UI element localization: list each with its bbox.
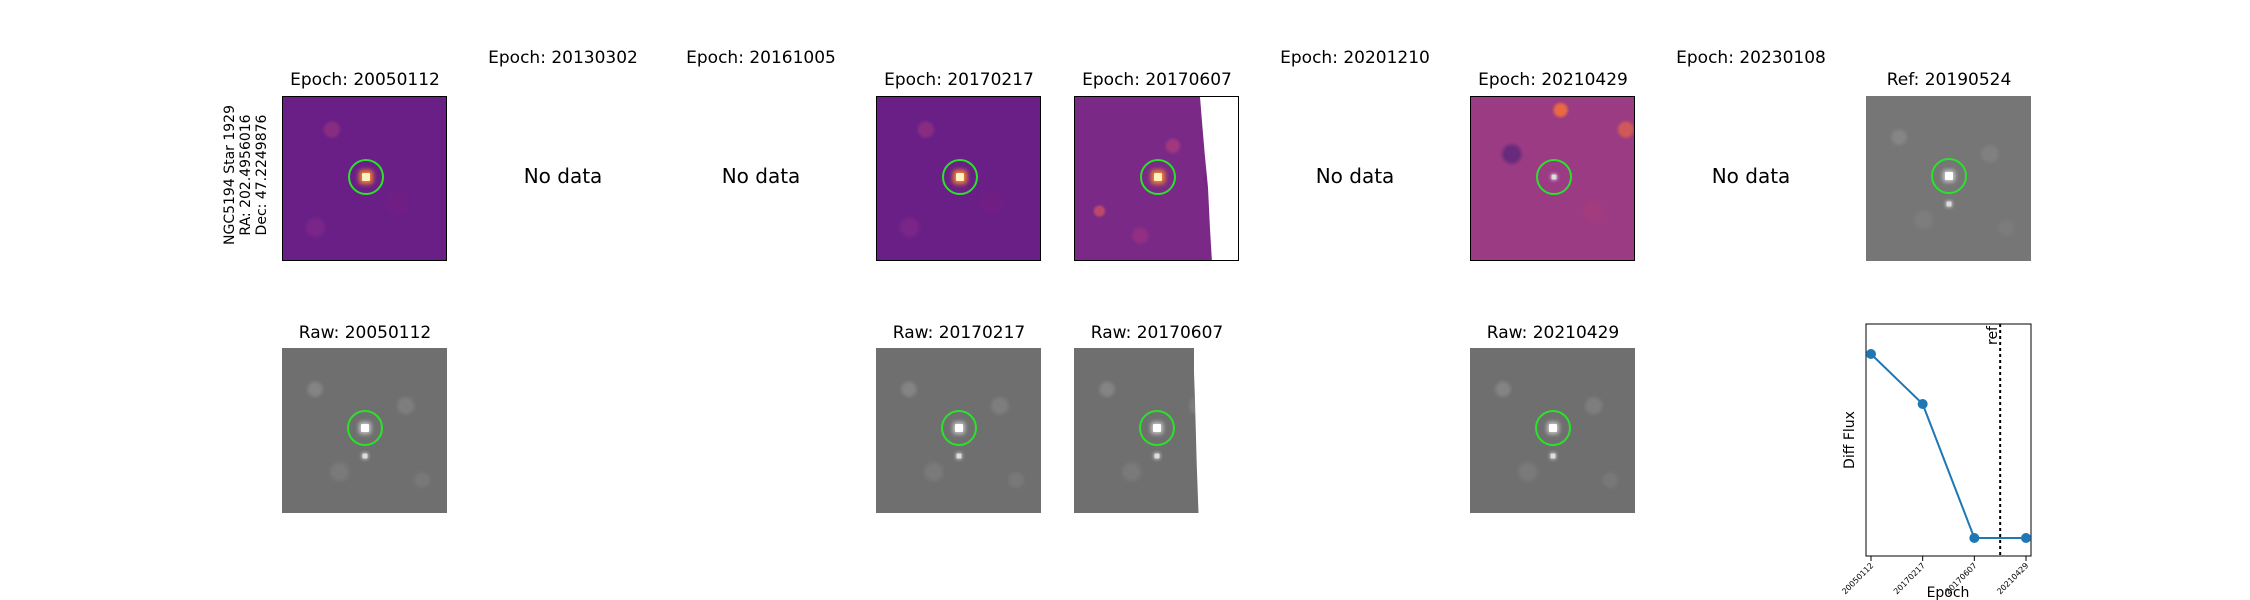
neighbor-star [1946, 201, 1952, 207]
data-point [1917, 399, 1928, 409]
raw-title-7: Raw: 20210429 [1486, 323, 1620, 343]
aperture-circle [347, 410, 383, 446]
reference-label: ref [1985, 325, 2001, 345]
star-name: NGC5194 Star 1929 [222, 105, 238, 245]
no-coverage-region [1200, 97, 1238, 260]
light-curve-chart: 20050112 20170217 20170607 20210429 ref Dif… [1840, 323, 2032, 600]
aperture-circle [1931, 158, 1967, 194]
epoch-title-3: Epoch: 20161005 [686, 48, 836, 68]
plot-frame [1865, 323, 2032, 557]
neighbor-star [362, 453, 368, 459]
ref-title: Ref: 20190524 [1886, 70, 2012, 90]
epoch-title-4: Epoch: 20170217 [884, 70, 1034, 90]
neighbor-star [1550, 453, 1556, 459]
diff-image-20050112 [282, 96, 447, 261]
x-tick-label: 20050112 [1840, 561, 1875, 596]
x-axis-label: Epoch [1927, 585, 1970, 600]
aperture-circle [1536, 159, 1572, 195]
epoch-title-2: Epoch: 20130302 [488, 48, 638, 68]
aperture-circle [1535, 410, 1571, 446]
aperture-circle [942, 159, 978, 195]
epoch-title-1: Epoch: 20050112 [290, 70, 440, 90]
no-data-message-8: No data [1711, 164, 1791, 188]
diff-image-20210429 [1470, 96, 1635, 261]
raw-title-1: Raw: 20050112 [298, 323, 432, 343]
x-tick-label: 20170217 [1892, 561, 1927, 596]
raw-image-20170217 [876, 348, 1041, 513]
aperture-circle [1140, 159, 1176, 195]
epoch-title-7: Epoch: 20210429 [1478, 70, 1628, 90]
neighbor-star [1154, 453, 1160, 459]
epoch-title-5: Epoch: 20170607 [1082, 70, 1232, 90]
aperture-circle [348, 159, 384, 195]
raw-title-4: Raw: 20170217 [892, 323, 1026, 343]
raw-image-20050112 [282, 348, 447, 513]
epoch-title-6: Epoch: 20201210 [1280, 48, 1430, 68]
x-tick-label: 20210429 [1995, 561, 2030, 596]
data-point [1866, 349, 1876, 359]
diff-image-20170607 [1074, 96, 1239, 261]
star-info-label: NGC5194 Star 1929 RA: 202.4956016 Dec: 4… [222, 105, 270, 245]
data-point [1969, 533, 1980, 543]
reference-image [1866, 96, 2031, 261]
diff-image-20170217 [876, 96, 1041, 261]
y-axis-label: Diff Flux [1842, 411, 1858, 469]
no-data-message-6: No data [1315, 164, 1395, 188]
aperture-circle [941, 410, 977, 446]
star-dec: Dec: 47.2249876 [254, 114, 270, 236]
raw-title-5: Raw: 20170607 [1090, 323, 1224, 343]
raw-image-20210429 [1470, 348, 1635, 513]
raw-image-20170607 [1074, 348, 1239, 513]
no-coverage-region [1194, 348, 1239, 513]
no-data-message-2: No data [523, 164, 603, 188]
diff-flux-line [1870, 353, 2026, 539]
no-data-message-3: No data [721, 164, 801, 188]
neighbor-star [956, 453, 962, 459]
aperture-circle [1139, 410, 1175, 446]
star-ra: RA: 202.4956016 [238, 114, 254, 236]
epoch-title-8: Epoch: 20230108 [1676, 48, 1826, 68]
data-point [2021, 533, 2031, 543]
